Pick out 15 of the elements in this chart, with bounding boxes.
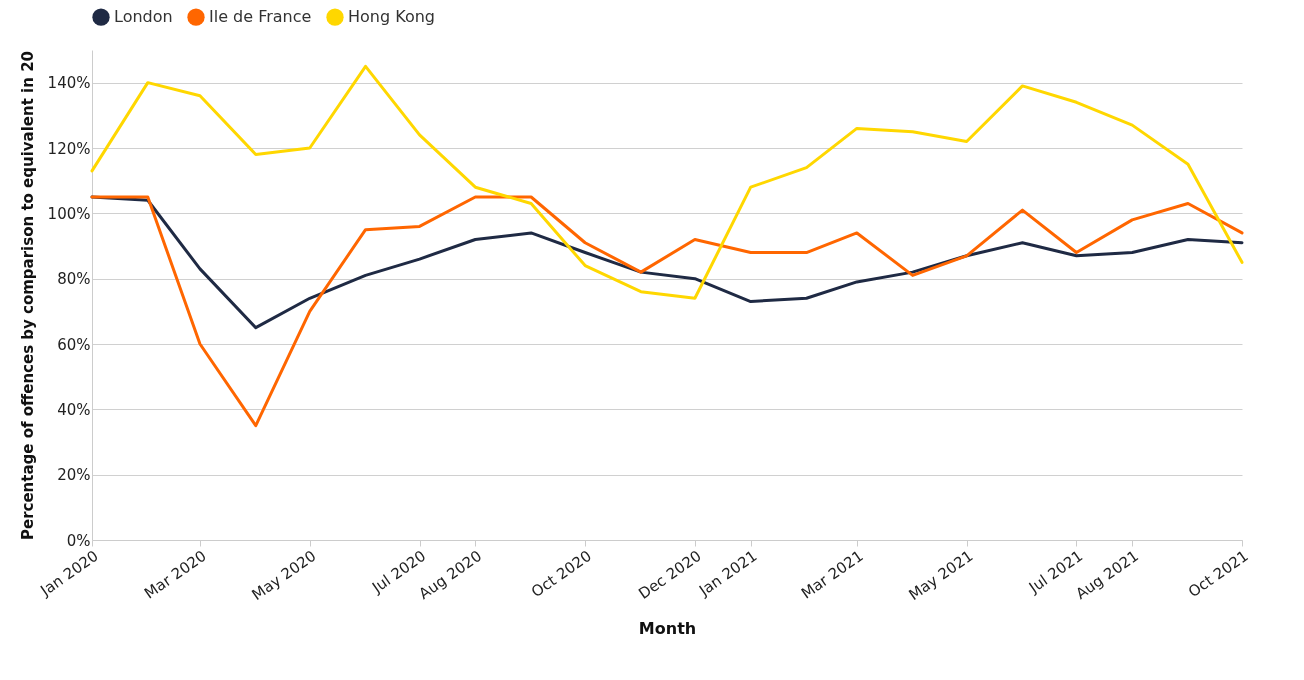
line-series — [90, 64, 1244, 300]
legend-label: Ile de France — [209, 7, 312, 27]
y-tick-label: 0% — [66, 531, 91, 550]
y-tick-label: 40% — [57, 400, 91, 419]
y-tick-label: 140% — [47, 74, 91, 93]
y-tick-label: 80% — [57, 270, 91, 289]
x-axis-title: Month — [638, 619, 697, 639]
line-series — [90, 195, 1244, 428]
y-tick-label: 60% — [57, 335, 91, 354]
legend-label: London — [114, 7, 173, 27]
y-tick-label: 120% — [47, 139, 91, 158]
legend-label: Hong Kong — [348, 7, 435, 27]
y-tick-label: 100% — [47, 204, 91, 223]
y-axis-title: Percentage of offences by comparison to equivalent in 20 — [18, 50, 37, 541]
y-tick-label: 20% — [57, 466, 91, 485]
